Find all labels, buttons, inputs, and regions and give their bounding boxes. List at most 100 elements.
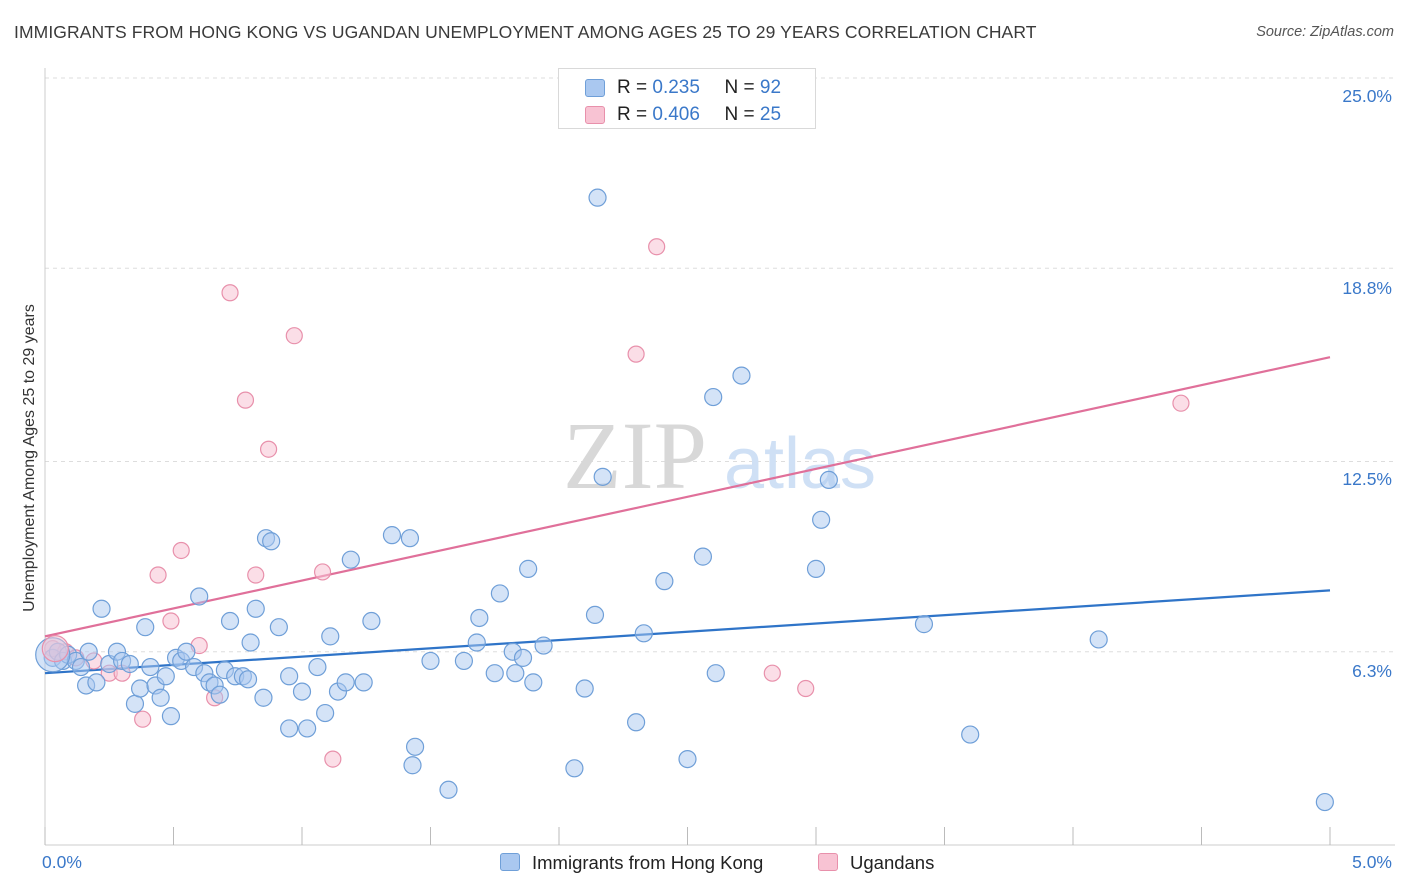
data-point-ugandans (1172, 394, 1190, 412)
data-point-hong-kong (71, 657, 91, 677)
data-point-hong-kong (130, 679, 150, 698)
scatter-points (35, 188, 1334, 812)
data-point-ugandans (627, 345, 645, 363)
data-point-hong-kong (439, 780, 458, 799)
data-point-hong-kong (210, 685, 229, 704)
legend-r-value: 0.235 (652, 77, 700, 98)
data-point-hong-kong (519, 559, 538, 578)
watermark-atlas: atlas (724, 424, 876, 504)
data-point-hong-kong (382, 526, 402, 545)
data-point-hong-kong (706, 664, 725, 683)
data-point-hong-kong (238, 670, 258, 689)
data-point-ugandans (259, 440, 278, 458)
data-point-hong-kong (593, 467, 612, 486)
axes (44, 68, 1395, 846)
trend-line-ugandans (44, 356, 1331, 638)
y-tick-label: 6.3% (1352, 661, 1392, 681)
data-point-hong-kong (92, 599, 111, 618)
data-point-hong-kong (806, 559, 826, 578)
data-point-hong-kong (961, 725, 980, 744)
data-point-hong-kong (588, 188, 607, 207)
data-point-hong-kong (732, 366, 751, 385)
data-point-hong-kong (362, 611, 381, 631)
data-point-ugandans (247, 566, 265, 584)
data-point-hong-kong (308, 657, 327, 677)
x-tick-label-min: 0.0% (42, 852, 82, 872)
data-point-hong-kong (575, 679, 594, 698)
chart-source: Source: ZipAtlas.com (1256, 24, 1394, 40)
legend-swatch-blue (585, 79, 605, 97)
data-point-hong-kong (524, 673, 543, 692)
data-point-hong-kong (246, 599, 265, 618)
data-point-hong-kong (534, 636, 553, 655)
data-point-hong-kong (156, 667, 175, 686)
data-point-ugandans (162, 612, 180, 630)
data-point-hong-kong (490, 584, 509, 603)
data-point-hong-kong (120, 654, 139, 674)
y-tick-label: 25.0% (1342, 86, 1392, 106)
data-point-hong-kong (405, 737, 425, 756)
data-point-hong-kong (506, 664, 525, 683)
data-point-hong-kong (565, 759, 584, 778)
data-point-ugandans (134, 710, 152, 728)
data-point-hong-kong (403, 756, 422, 775)
data-point-ugandans (648, 238, 666, 256)
trend-lines (44, 356, 1331, 675)
data-point-hong-kong (141, 657, 160, 677)
data-point-hong-kong (812, 510, 831, 529)
data-point-hong-kong (678, 749, 697, 769)
data-point-hong-kong (400, 529, 420, 548)
data-point-hong-kong (341, 550, 360, 569)
legend-swatch-pink (585, 106, 605, 124)
data-point-hong-kong (626, 713, 646, 732)
data-point-hong-kong (241, 633, 260, 652)
data-point-hong-kong (704, 387, 723, 407)
legend-r-label: R = (617, 77, 648, 98)
data-point-ugandans (763, 664, 781, 682)
grid-lines (45, 77, 1395, 653)
data-point-hong-kong (298, 719, 317, 738)
data-point-hong-kong (316, 703, 335, 723)
data-point-hong-kong (136, 618, 155, 637)
data-point-hong-kong (125, 694, 145, 713)
data-point-ugandans (236, 391, 255, 409)
data-point-ugandans (221, 284, 239, 302)
y-axis-label: Unemployment Among Ages 25 to 29 years (21, 304, 38, 612)
watermark-zip: ZIP (563, 402, 707, 509)
data-point-hong-kong (1089, 630, 1108, 649)
data-point-ugandans (149, 566, 167, 584)
data-point-hong-kong (262, 532, 281, 551)
data-point-hong-kong (467, 633, 486, 652)
data-point-hong-kong (513, 648, 533, 667)
data-point-hong-kong (336, 673, 355, 692)
data-point-ugandans (172, 541, 190, 560)
data-point-hong-kong (585, 605, 605, 625)
data-point-hong-kong (655, 572, 674, 591)
data-point-hong-kong (693, 547, 713, 566)
data-point-hong-kong (819, 470, 838, 490)
data-point-hong-kong (254, 688, 273, 707)
data-point-hong-kong (161, 707, 181, 726)
data-point-hong-kong (914, 615, 934, 634)
data-point-ugandans (797, 679, 815, 698)
chart-title: IMMIGRANTS FROM HONG KONG VS UGANDAN UNE… (14, 22, 1037, 42)
data-point-hong-kong (292, 682, 312, 701)
data-point-hong-kong (354, 673, 373, 692)
legend-label-hong-kong: Immigrants from Hong Kong (532, 852, 764, 873)
x-tick-label-max: 5.0% (1352, 852, 1392, 872)
legend-n-label: N = (724, 104, 755, 125)
data-point-hong-kong (87, 673, 106, 692)
data-point-hong-kong (485, 664, 504, 683)
data-point-hong-kong (269, 618, 288, 637)
legend-swatch-pink (818, 853, 838, 871)
data-point-hong-kong (1315, 792, 1334, 812)
watermark: ZIP atlas (563, 402, 876, 509)
data-point-ugandans-cluster (41, 635, 69, 663)
data-point-hong-kong (220, 611, 240, 631)
legend-n-value: 25 (759, 104, 782, 125)
data-point-ugandans (313, 563, 332, 581)
data-point-hong-kong (151, 688, 170, 707)
legend-n-label: N = (724, 77, 755, 98)
legend-r-value: 0.406 (652, 104, 700, 125)
